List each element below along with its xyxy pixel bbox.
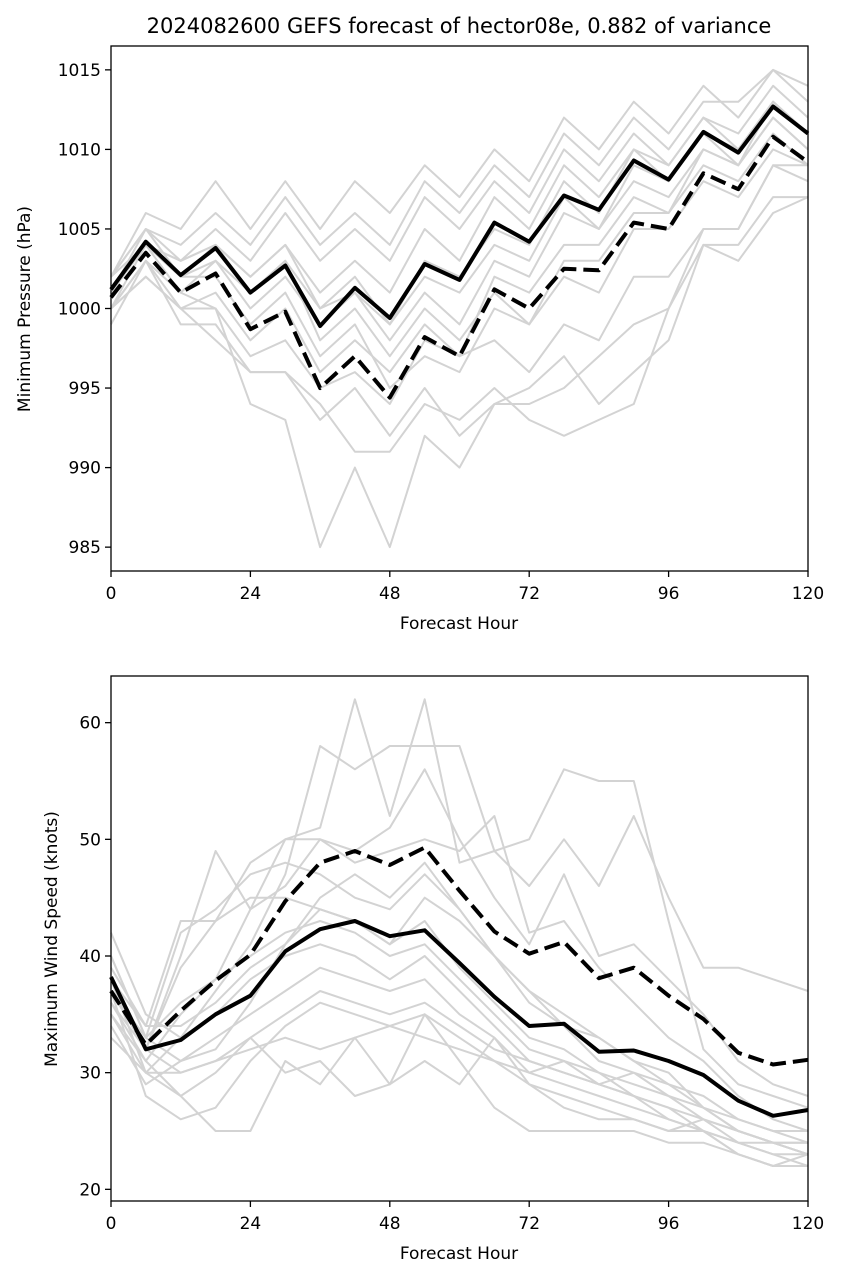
pressure-mean-lines (109, 104, 810, 400)
wind-member-line-15 (110, 861, 808, 1144)
wind-y-tick-label: 50 (79, 830, 101, 850)
wind-y-tick-label: 40 (79, 947, 101, 967)
pressure-y-tick-label: 985 (69, 538, 101, 558)
pressure-y-axis-label: Minimum Pressure (hPa) (15, 206, 35, 412)
wind-member-line-16 (110, 896, 809, 1144)
pressure-member-lines (110, 68, 809, 549)
pressure-y-tick-label: 995 (69, 379, 101, 399)
wind-member-line-9 (110, 966, 808, 1167)
wind-member-line-4 (110, 815, 809, 1132)
wind-member-line-12 (110, 1013, 809, 1167)
wind-y-tick-label: 30 (79, 1064, 101, 1084)
pressure-mean-line (109, 104, 810, 328)
wind-dashed-mean-line (109, 845, 809, 1067)
wind-member-line-1 (110, 745, 809, 1109)
wind-x-tick-label: 96 (658, 1214, 680, 1234)
pressure-member-line-8 (110, 164, 809, 405)
pressure-y-tick-label: 1015 (58, 61, 101, 81)
pressure-y-tick-label: 990 (69, 459, 101, 479)
wind-y-tick-label: 60 (79, 714, 101, 734)
pressure-member-line-5 (110, 116, 809, 342)
wind-y-tick-label: 20 (79, 1180, 101, 1200)
wind-panel: 0 24 48 72 96 120 20 30 40 50 60 Forecast Hour Ma… (42, 675, 824, 1264)
wind-member-line-14 (110, 990, 808, 1132)
wind-member-line-13 (110, 978, 809, 1156)
wind-member-line-5 (110, 861, 809, 1156)
pressure-y-tick-label: 1000 (58, 300, 101, 320)
wind-x-tick-label: 24 (240, 1214, 262, 1234)
pressure-x-tick-label: 0 (106, 584, 117, 604)
wind-y-ticks: 20 30 40 50 60 (79, 714, 111, 1200)
wind-member-line-2 (110, 698, 809, 1039)
pressure-dashed-mean-line (109, 134, 810, 400)
wind-x-tick-label: 72 (518, 1214, 540, 1234)
pressure-member-line-6 (110, 132, 809, 374)
pressure-x-tick-label: 48 (379, 584, 401, 604)
pressure-member-line-13 (110, 116, 809, 358)
wind-member-line-6 (110, 896, 809, 1167)
wind-x-tick-label: 120 (792, 1214, 824, 1234)
pressure-y-tick-label: 1005 (58, 220, 101, 240)
chart-title: 2024082600 GEFS forecast of hector08e, 0… (147, 14, 772, 38)
wind-mean-line (109, 919, 809, 1118)
wind-member-line-10 (110, 990, 808, 1144)
wind-member-lines (110, 698, 809, 1167)
wind-x-ticks: 0 24 48 72 96 120 (106, 1201, 824, 1234)
pressure-x-tick-label: 120 (792, 584, 824, 604)
wind-x-tick-label: 0 (106, 1214, 117, 1234)
pressure-x-tick-label: 24 (240, 584, 262, 604)
wind-mean-lines (109, 845, 809, 1118)
pressure-member-line-9 (110, 196, 808, 437)
pressure-y-ticks: 985 990 995 1000 1005 1010 1015 (58, 61, 111, 558)
wind-y-axis-label: Maximum Wind Speed (knots) (42, 811, 62, 1067)
wind-member-line-7 (110, 920, 808, 1167)
wind-member-line-3 (110, 768, 809, 1097)
pressure-member-line-11 (110, 164, 808, 453)
wind-x-tick-label: 48 (379, 1214, 401, 1234)
pressure-member-line-2 (110, 68, 809, 294)
wind-x-axis-label: Forecast Hour (400, 1244, 518, 1264)
pressure-panel: 2024082600 GEFS forecast of hector08e, 0… (15, 14, 824, 634)
wind-plot-frame (110, 675, 809, 1202)
pressure-member-line-10 (110, 196, 809, 549)
pressure-x-ticks: 0 24 48 72 96 120 (106, 571, 824, 604)
pressure-x-tick-label: 72 (518, 584, 540, 604)
pressure-x-axis-label: Forecast Hour (400, 614, 518, 634)
pressure-y-tick-label: 1010 (58, 140, 101, 160)
wind-member-line-11 (110, 990, 809, 1156)
pressure-member-line-1 (110, 68, 809, 278)
pressure-x-tick-label: 96 (658, 584, 680, 604)
